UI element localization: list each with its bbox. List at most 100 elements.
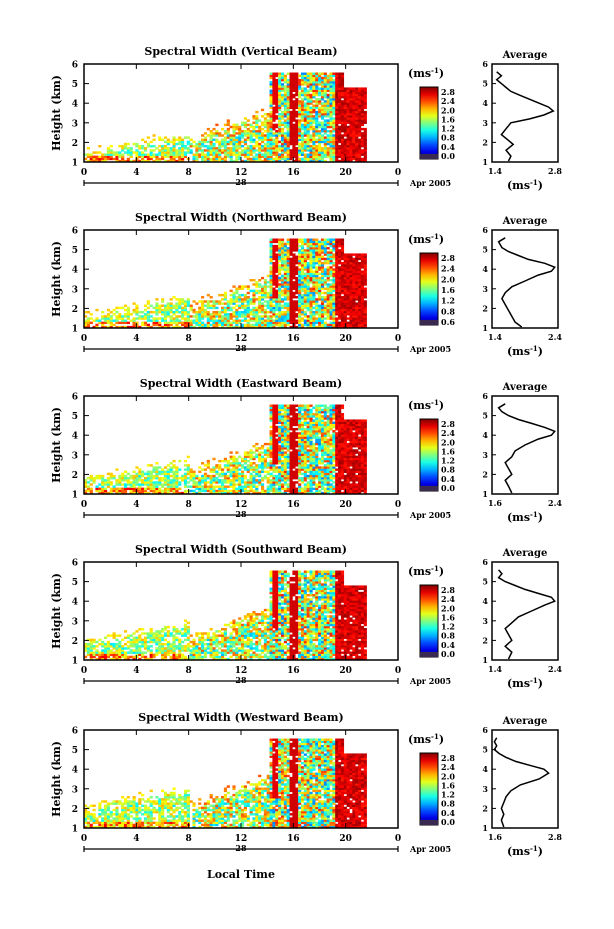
heatmap-cell — [340, 100, 345, 103]
heatmap-cell — [295, 76, 299, 80]
heatmap-cell — [98, 155, 102, 159]
heatmap-cell — [275, 298, 279, 301]
heatmap-cell — [278, 95, 282, 99]
heatmap-cell — [340, 266, 345, 269]
heatmap-cell — [278, 447, 282, 450]
heatmap-cell — [255, 140, 259, 144]
heatmap-cell — [320, 151, 325, 154]
heatmap-cell — [295, 289, 299, 293]
heatmap-cell — [183, 474, 188, 478]
heatmap-cell — [178, 315, 182, 318]
heatmap-cell — [298, 270, 302, 273]
heatmap-cell — [349, 313, 353, 316]
heatmap-cell — [169, 489, 173, 493]
heatmap-cell — [360, 151, 365, 154]
heatmap-cell — [300, 317, 305, 320]
heatmap-cell — [172, 485, 176, 488]
heatmap-cell — [283, 242, 287, 246]
heatmap-cell — [363, 270, 367, 273]
heatmap-cell — [318, 93, 322, 97]
heatmap-cell — [286, 104, 290, 107]
heatmap-cell — [183, 485, 188, 488]
heatmap-cell — [306, 127, 310, 131]
heatmap-cell — [221, 310, 225, 314]
heatmap-cell — [192, 479, 196, 482]
heatmap-cell — [172, 159, 176, 163]
heatmap-cell — [306, 89, 310, 92]
heatmap-cell — [303, 253, 307, 256]
heatmap-cell — [286, 253, 290, 256]
heatmap-cell — [289, 104, 293, 107]
heatmap-cell — [126, 476, 130, 480]
heatmap-cell — [320, 136, 325, 139]
heatmap-cell — [226, 302, 230, 305]
heatmap-cell — [298, 285, 302, 288]
heatmap-cell — [172, 489, 176, 493]
heatmap-cell — [126, 149, 130, 152]
heatmap-cell — [158, 159, 162, 163]
heatmap-cell — [298, 95, 302, 99]
heatmap-cell — [280, 102, 285, 105]
heatmap-cell — [246, 151, 250, 154]
heatmap-cell — [260, 466, 265, 469]
heatmap-cell — [292, 462, 296, 465]
heatmap-cell — [209, 481, 213, 484]
heatmap-cell — [320, 117, 325, 120]
heatmap-cell — [306, 279, 310, 282]
heatmap-cell — [303, 321, 307, 325]
heatmap-cell — [155, 319, 159, 322]
heatmap-cell — [332, 72, 336, 75]
heatmap-cell — [309, 89, 313, 92]
heatmap-cell — [338, 119, 342, 122]
heatmap-cell — [289, 283, 293, 286]
heatmap-cell — [332, 264, 336, 267]
heatmap-cell — [323, 279, 327, 282]
heatmap-cell — [260, 323, 265, 327]
heatmap-cell — [246, 136, 250, 139]
heatmap-cell — [263, 279, 267, 282]
heatmap-cell — [218, 300, 222, 303]
heatmap-cell — [283, 321, 287, 325]
heatmap-cell — [363, 132, 367, 135]
heatmap-cell — [289, 130, 293, 133]
heatmap-cell — [272, 479, 276, 482]
heatmap-cell — [260, 457, 265, 461]
heatmap-cell — [315, 100, 319, 103]
heatmap-cell — [266, 138, 270, 141]
heatmap-cell — [340, 157, 345, 161]
heatmap-cell — [209, 487, 213, 491]
heatmap-cell — [275, 281, 279, 284]
heatmap-cell — [286, 447, 290, 450]
heatmap-cell — [272, 489, 276, 493]
heatmap-cell — [283, 481, 287, 484]
heatmap-cell — [323, 304, 327, 307]
heatmap-cell — [283, 247, 287, 250]
heatmap-cell — [280, 464, 285, 467]
heatmap-cell — [286, 119, 290, 122]
heatmap-cell — [286, 279, 290, 282]
heatmap-cell — [306, 283, 310, 286]
heatmap-cell — [98, 144, 102, 148]
heatmap-cell — [252, 115, 256, 118]
heatmap-cell — [163, 149, 168, 152]
heatmap-cell — [223, 464, 228, 467]
heatmap-cell — [292, 100, 296, 103]
heatmap-cell — [101, 321, 105, 325]
heatmap-cell — [335, 272, 339, 276]
heatmap-cell — [312, 72, 316, 75]
heatmap-cell — [335, 249, 339, 252]
heatmap-cell — [360, 323, 365, 327]
heatmap-cell — [352, 279, 356, 282]
heatmap-cell — [246, 127, 250, 131]
heatmap-cell — [320, 81, 325, 84]
heatmap-cell — [312, 296, 316, 299]
heatmap-cell — [343, 319, 347, 322]
heatmap-cell — [272, 474, 276, 478]
heatmap-cell — [269, 110, 273, 114]
colorbar-tick-label: 1.6 — [441, 285, 455, 295]
heatmap-cell — [246, 123, 250, 127]
heatmap-cell — [292, 413, 296, 416]
heatmap-cell — [289, 485, 293, 488]
heatmap-cell — [352, 283, 356, 286]
heatmap-cell — [252, 296, 256, 299]
